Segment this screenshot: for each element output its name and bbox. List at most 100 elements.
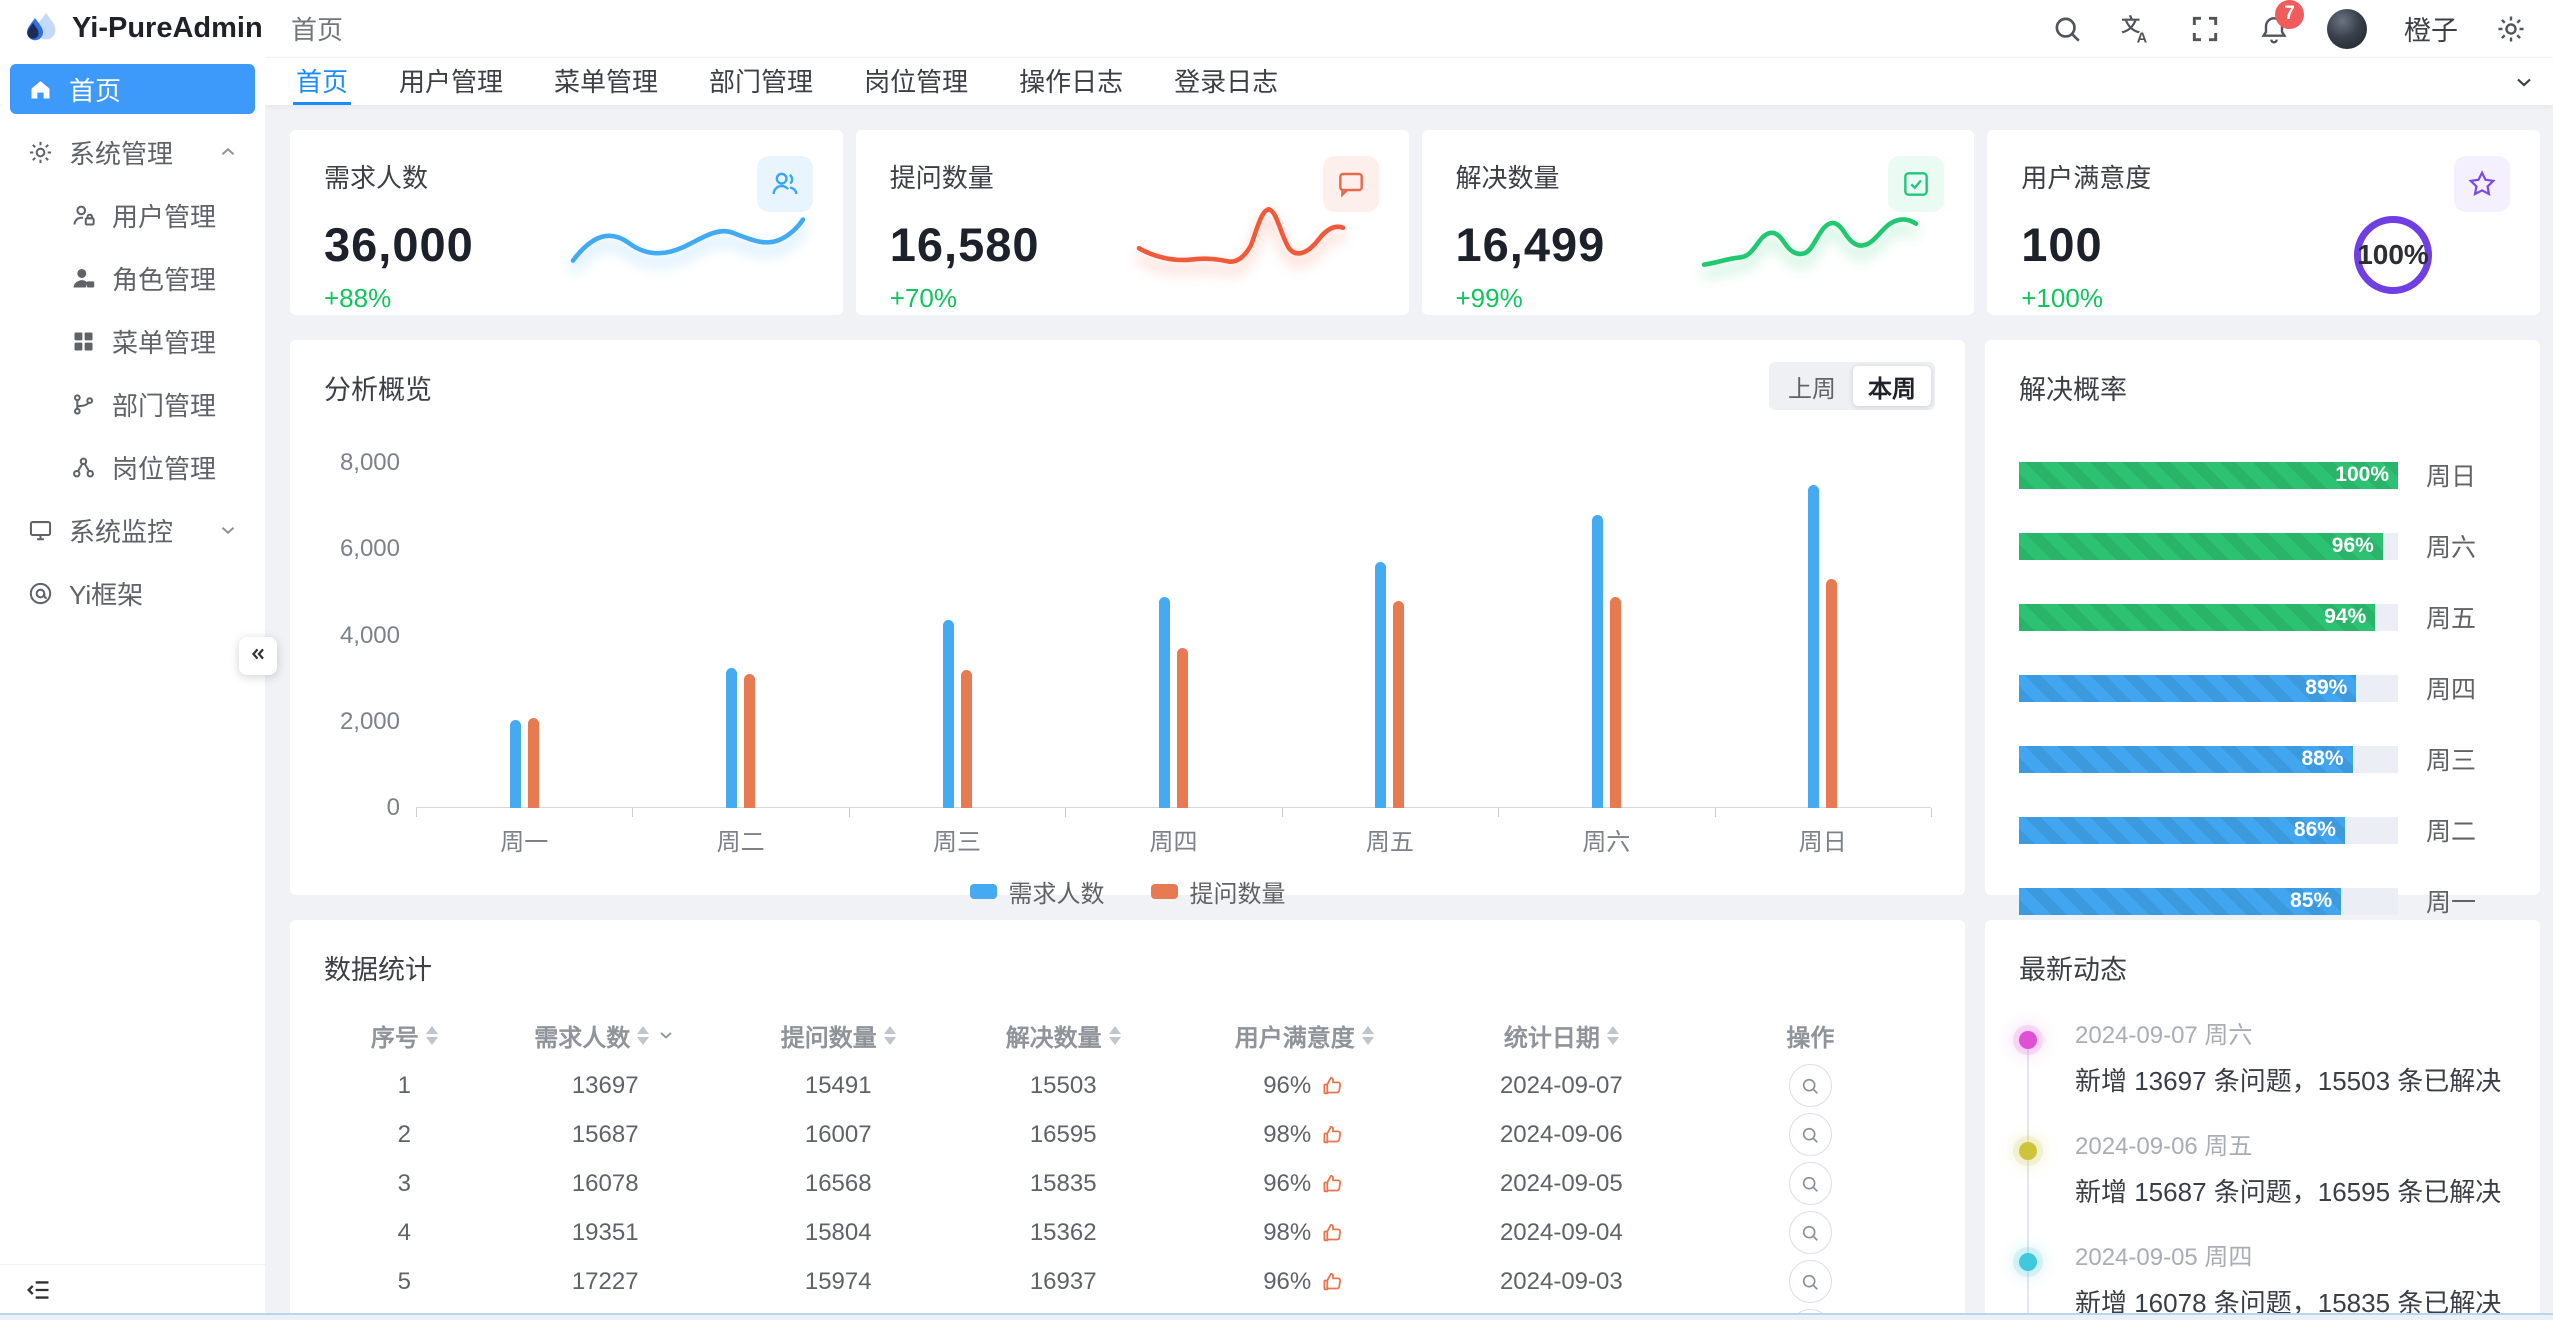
progress-fill: 88% <box>2019 745 2353 773</box>
x-axis-label: 周三 <box>933 829 982 856</box>
x-axis-label: 周一 <box>500 829 549 856</box>
sort-carets-icon[interactable] <box>1108 1025 1121 1045</box>
stat-card-delta: +100% <box>2021 283 2103 313</box>
progress-fill: 85% <box>2019 887 2342 915</box>
sort-carets-icon[interactable] <box>637 1025 650 1045</box>
bar-需求人数-周日 <box>1808 485 1820 808</box>
row-view-button[interactable] <box>1788 1162 1832 1205</box>
legend-item-提问数量[interactable]: 提问数量 <box>1150 874 1286 909</box>
bar-需求人数-周六 <box>1591 515 1603 808</box>
x-axis-label: 周六 <box>1582 829 1631 856</box>
timeline-title: 最新动态 <box>2019 955 2127 985</box>
tab-menu-chevron-icon[interactable] <box>2495 58 2553 105</box>
sidebar-item-用户管理[interactable]: 用户管理 <box>10 190 255 240</box>
username[interactable]: 橙子 <box>2404 16 2458 46</box>
sidebar-item-岗位管理[interactable]: 岗位管理 <box>10 442 255 492</box>
horizontal-scrollbar[interactable] <box>0 1313 2553 1320</box>
sort-carets-icon[interactable] <box>1606 1025 1619 1045</box>
x-axis-tick <box>1281 808 1283 817</box>
sidebar-item-角色管理[interactable]: 角色管理 <box>10 253 255 303</box>
breadcrumb[interactable]: 首页 <box>291 15 344 45</box>
settings-gear-icon[interactable] <box>2495 13 2527 45</box>
x-axis-tick <box>1714 808 1716 817</box>
cell-value: 2024-09-04 <box>1499 1218 1623 1246</box>
cell-value: 2024-09-05 <box>1499 1169 1623 1197</box>
sidebar-collapse-handle[interactable] <box>239 637 277 675</box>
double-arrow-left-icon <box>247 643 269 670</box>
avatar[interactable] <box>2327 8 2367 49</box>
table-cell: 98% <box>1176 1219 1433 1247</box>
fullscreen-icon[interactable] <box>2189 13 2221 45</box>
table-header-序号[interactable]: 序号 <box>324 1018 485 1053</box>
grid-icon <box>70 328 97 355</box>
stat-card-提问数量: 提问数量 16,580 +70% <box>855 130 1409 315</box>
solve-rate-rows: 100% 周日 96% 周六 94% 周五 89% 周四 88% 周三 86% 周二 85% 周一 <box>2019 457 2506 919</box>
gear-icon <box>27 139 54 166</box>
collapse-sidebar-icon[interactable] <box>24 1276 52 1309</box>
cell-value: 5 <box>397 1267 412 1295</box>
sidebar-item-首页[interactable]: 首页 <box>10 64 255 114</box>
tab-操作日志[interactable]: 操作日志 <box>1019 66 1124 97</box>
stat-card-title: 提问数量 <box>889 163 994 193</box>
tab-用户管理[interactable]: 用户管理 <box>399 66 504 97</box>
table-header-提问数量[interactable]: 提问数量 <box>726 1018 951 1053</box>
sidebar-item-部门管理[interactable]: 部门管理 <box>10 379 255 429</box>
sidebar-item-Yi框架[interactable]: Yi框架 <box>10 568 255 618</box>
bar-需求人数-周一 <box>509 720 521 808</box>
progress-track: 89% <box>2019 674 2398 702</box>
toggle-上周[interactable]: 上周 <box>1788 375 1836 403</box>
y-axis-tick: 2,000 <box>339 707 400 735</box>
filter-chevron-down-icon[interactable] <box>656 1025 676 1045</box>
legend-item-需求人数[interactable]: 需求人数 <box>969 874 1105 909</box>
table-cell: 96% <box>1176 1268 1433 1296</box>
solve-rate-day-label: 周三 <box>2426 747 2477 775</box>
toggle-本周[interactable]: 本周 <box>1853 366 1931 406</box>
sort-carets-icon[interactable] <box>1361 1025 1374 1045</box>
legend-label: 需求人数 <box>1008 881 1105 908</box>
cell-value: 16937 <box>1029 1267 1097 1295</box>
water-drop-logo-icon <box>27 12 56 40</box>
mid-row: 分析概览 上周 本周 0 2,000 4,000 6,000 8,000 周一 周二 周三 周四… <box>290 340 2540 917</box>
sidebar-item-菜单管理[interactable]: 菜单管理 <box>10 316 255 366</box>
y-axis-tick: 8,000 <box>339 449 400 476</box>
star-icon <box>2454 156 2510 212</box>
tab-岗位管理[interactable]: 岗位管理 <box>864 66 969 97</box>
svg-text:A: A <box>2137 30 2148 45</box>
x-axis-tick <box>848 808 850 817</box>
tab-首页[interactable]: 首页 <box>293 58 352 105</box>
row-view-button[interactable] <box>1788 1211 1832 1254</box>
cell-value: 16595 <box>1029 1120 1097 1148</box>
table-header-统计日期[interactable]: 统计日期 <box>1433 1018 1690 1053</box>
search-icon[interactable] <box>2051 13 2083 45</box>
table-row: 4 19351 15804 15362 98% 2024-09-04 <box>324 1208 1931 1257</box>
table-header-用户满意度[interactable]: 用户满意度 <box>1176 1018 1433 1053</box>
table-cell: 19351 <box>485 1219 726 1247</box>
sidebar-item-系统监控[interactable]: 系统监控 <box>10 505 255 555</box>
tab-部门管理[interactable]: 部门管理 <box>709 66 814 97</box>
cell-value: 96% <box>1263 1169 1312 1197</box>
table-cell: 15687 <box>485 1121 726 1149</box>
bar-group-周日: 周日 <box>1715 463 1931 856</box>
solve-rate-row-周四: 89% 周四 <box>2019 670 2506 706</box>
notification-bell-icon[interactable]: 7 <box>2258 0 2304 45</box>
sidebar-item-系统管理[interactable]: 系统管理 <box>10 127 255 177</box>
cell-value: 15687 <box>571 1120 639 1148</box>
table-cell: 15503 <box>951 1072 1176 1100</box>
row-view-button[interactable] <box>1788 1113 1832 1156</box>
stat-card-title: 用户满意度 <box>2021 163 2152 193</box>
sort-carets-icon[interactable] <box>883 1025 896 1045</box>
stat-card-delta: +70% <box>889 283 957 313</box>
table-header-需求人数[interactable]: 需求人数 <box>485 1018 726 1053</box>
tab-菜单管理[interactable]: 菜单管理 <box>554 66 659 97</box>
user-lock-icon <box>70 202 97 229</box>
table-cell: 98% <box>1176 1121 1433 1149</box>
row-view-button[interactable] <box>1788 1260 1832 1303</box>
sort-carets-icon[interactable] <box>425 1025 438 1045</box>
sidebar-menu: 首页系统管理用户管理角色管理菜单管理部门管理岗位管理系统监控 Yi框架 <box>0 57 265 1264</box>
table-header-解决数量[interactable]: 解决数量 <box>951 1018 1176 1053</box>
row-view-button[interactable] <box>1788 1064 1832 1107</box>
cell-value: 2 <box>397 1120 412 1148</box>
bar-group-周五: 周五 <box>1282 463 1498 856</box>
tab-登录日志[interactable]: 登录日志 <box>1174 66 1279 97</box>
